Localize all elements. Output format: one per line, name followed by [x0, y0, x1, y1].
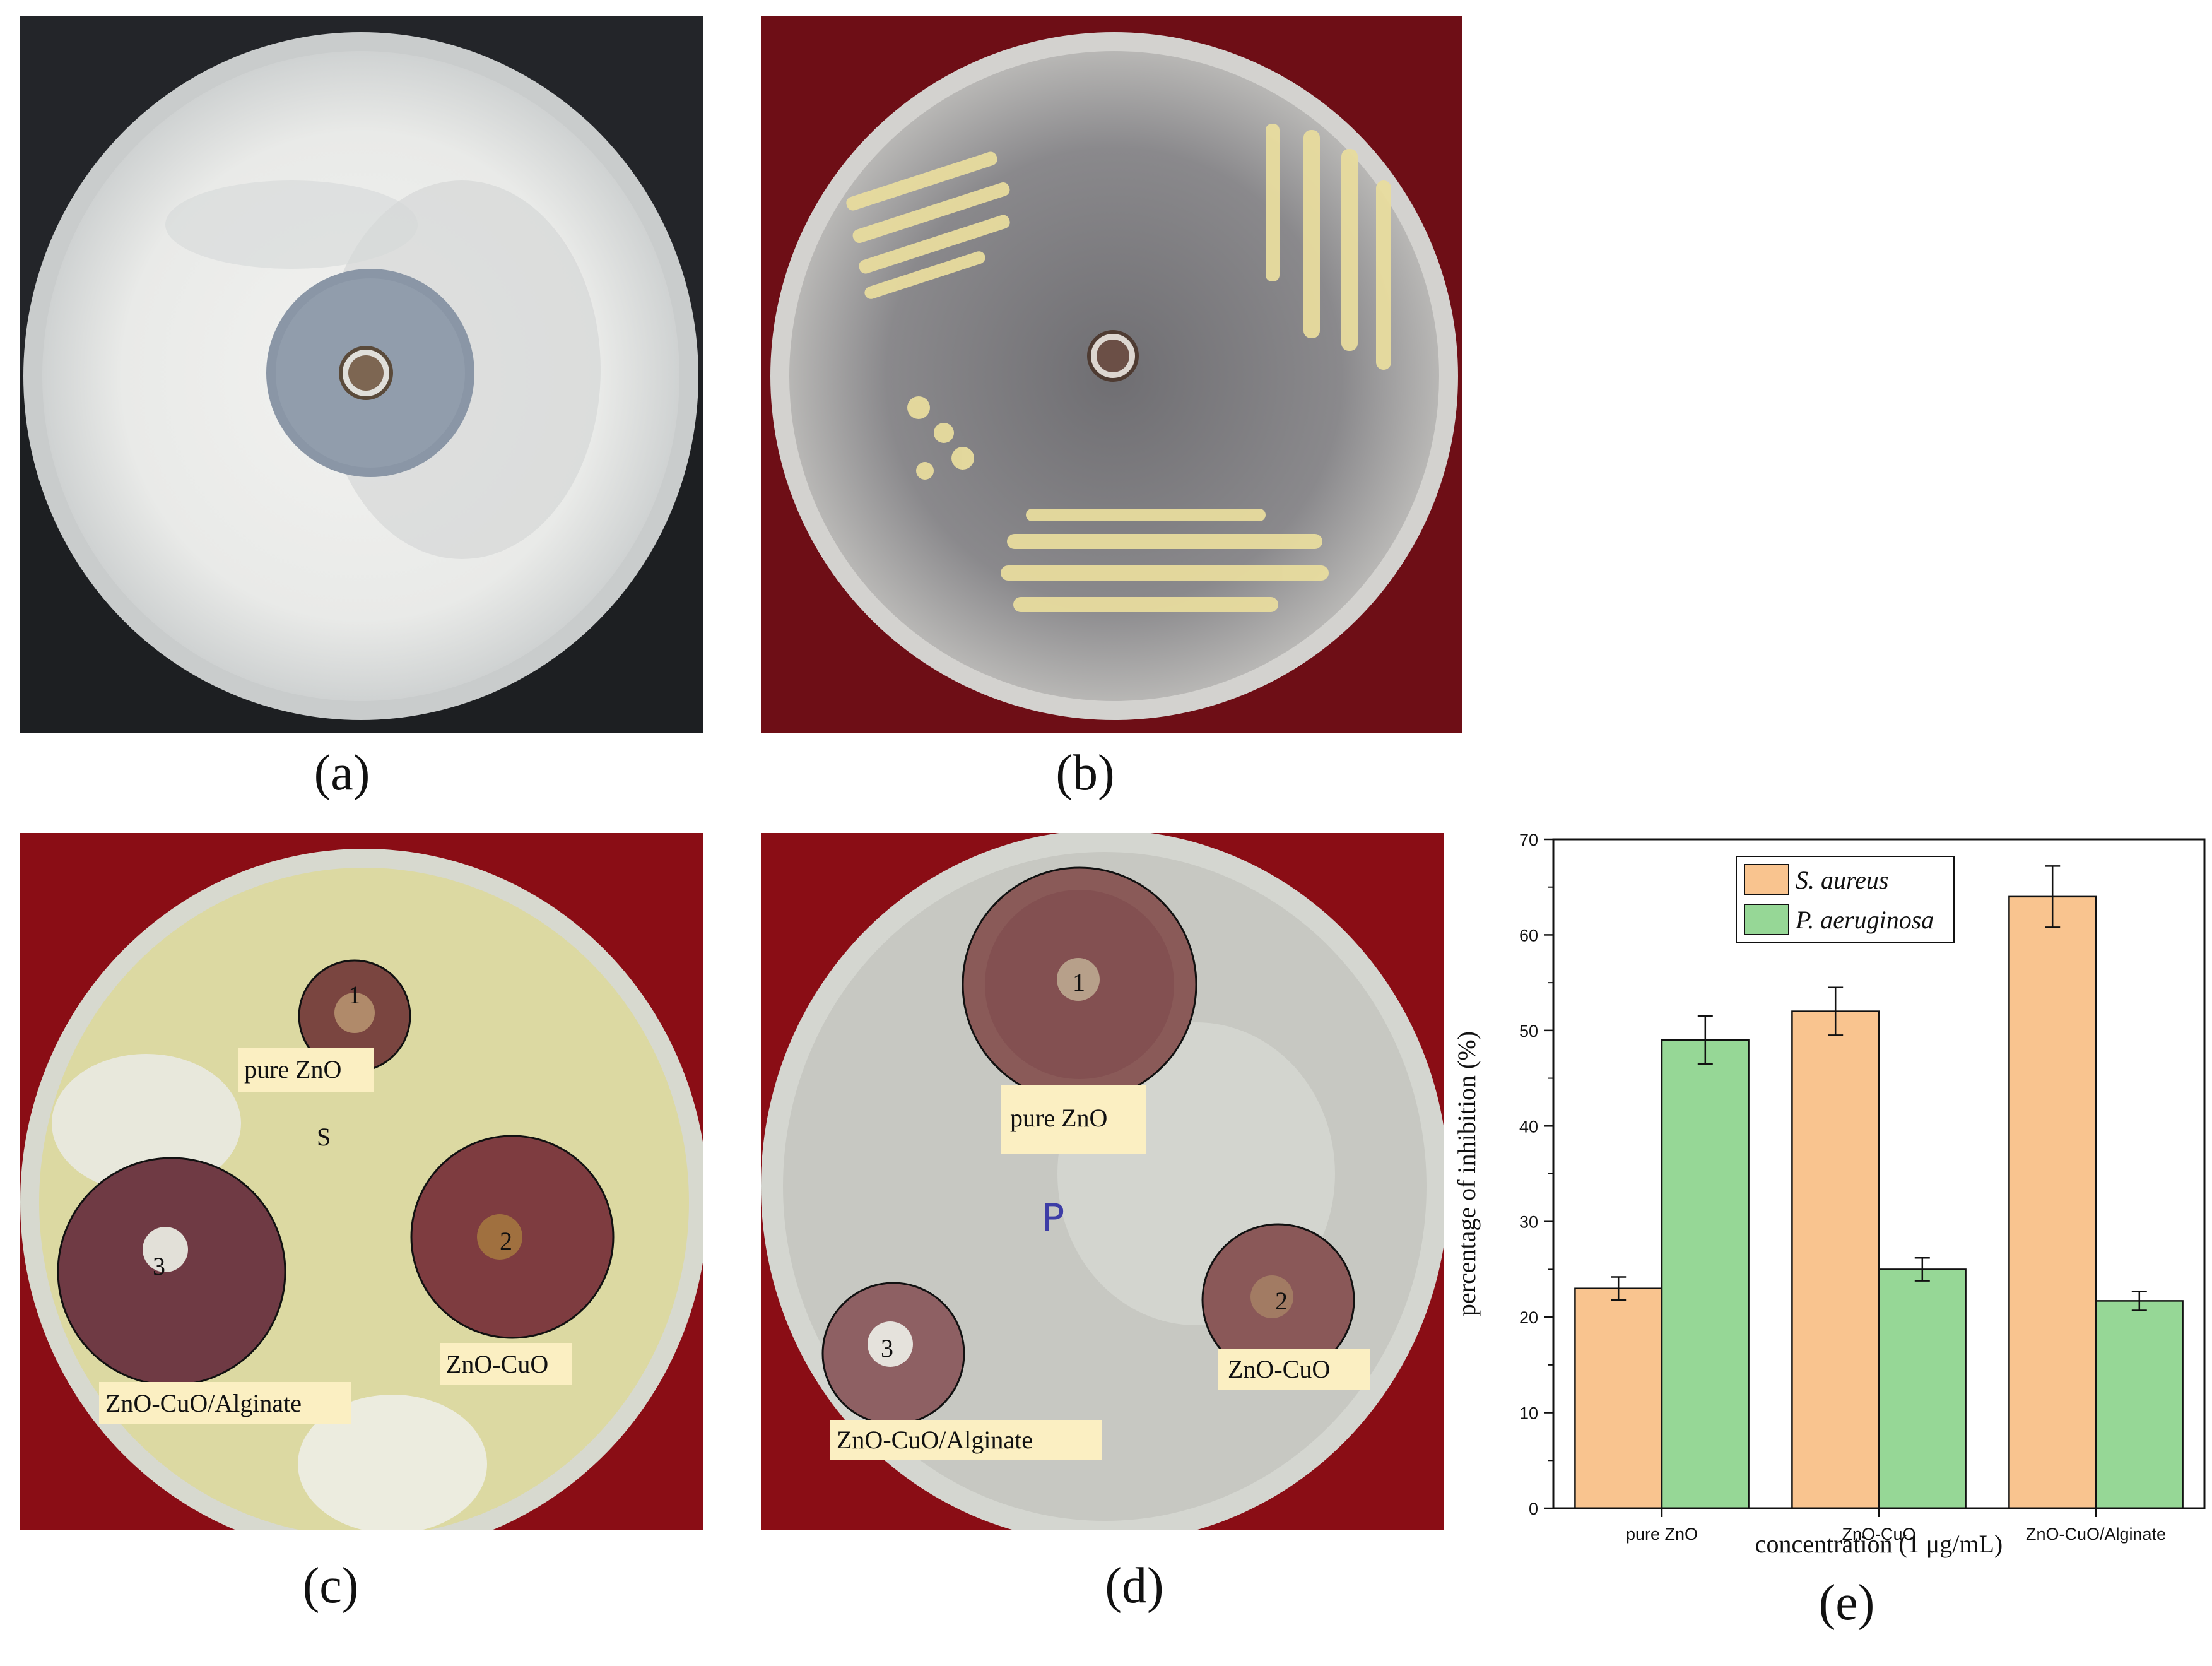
bar-s-aureus-zno-cuo-alginate — [2008, 895, 2097, 1509]
legend-swatch-s-aureus — [1744, 864, 1789, 895]
plate-c-label-zno-cuo-alginate: ZnO-CuO/Alginate — [105, 1389, 302, 1417]
plate-d-well-mark-1: 1 — [1073, 968, 1085, 996]
x-tick-label-zno-cuo-alginate: ZnO-CuO/Alginate — [2026, 1525, 2166, 1544]
y-tick-label-30: 30 — [1519, 1213, 1538, 1232]
bar-s-aureus-zno-cuo — [1791, 1010, 1880, 1509]
error-bar-s-aureus-pure-zno — [1611, 1276, 1627, 1301]
error-bar-s-aureus-zno-cuo — [1828, 986, 1844, 1036]
caption-c: (c) — [302, 1558, 359, 1614]
plate-d-well-mark-3: 3 — [881, 1334, 893, 1362]
photo-plate-b — [761, 16, 1462, 733]
error-bar-p-aeruginosa-pure-zno — [1697, 1015, 1713, 1065]
plate-d-mark: P — [1042, 1196, 1064, 1240]
y-axis-title: percentage of inhibition (%) — [1452, 1031, 1481, 1316]
plate-c-well-mark-2: 2 — [500, 1227, 512, 1255]
y-tick-label-10: 10 — [1519, 1404, 1538, 1423]
photo-plate-a — [20, 16, 703, 733]
plate-d-label-zno-cuo: ZnO-CuO — [1228, 1355, 1330, 1383]
legend-label-p-aeruginosa: P. aeruginosa — [1795, 906, 1934, 934]
inhibition-chart: 0 10 20 30 40 50 60 70 pure ZnO ZnO-CuO ZnO-CuO/A… — [1445, 814, 2212, 1584]
plate-d-well-mark-2: 2 — [1275, 1287, 1288, 1315]
caption-d: (d) — [1105, 1558, 1164, 1614]
plate-c-well-mark-1: 1 — [348, 981, 361, 1009]
legend-label-s-aureus: S. aureus — [1796, 866, 1888, 894]
bar-p-aeruginosa-pure-zno — [1661, 1039, 1750, 1509]
caption-a: (a) — [314, 745, 370, 801]
error-bar-p-aeruginosa-zno-cuo-alginate — [2131, 1291, 2147, 1311]
x-tick-label-zno-cuo: ZnO-CuO — [1842, 1525, 1915, 1544]
plate-c-label-pure-zno: pure ZnO — [244, 1055, 341, 1084]
photo-plate-d: 1 2 3 P pure ZnO ZnO-CuO ZnO-CuO/Alginat… — [761, 833, 1444, 1530]
plate-c-mark: S — [317, 1123, 331, 1151]
caption-b: (b) — [1056, 745, 1115, 801]
bar-p-aeruginosa-zno-cuo-alginate — [2095, 1300, 2184, 1509]
photo-plate-c: 1 2 3 S pure ZnO ZnO-CuO ZnO-CuO/Alginat… — [20, 833, 703, 1530]
y-tick-label-70: 70 — [1519, 830, 1538, 849]
plate-b-streaks — [846, 124, 1391, 612]
bar-s-aureus-pure-zno — [1574, 1287, 1663, 1509]
inhibition-chart-svg: 0 10 20 30 40 50 60 70 pure ZnO ZnO-CuO ZnO-CuO/A… — [1452, 830, 2206, 1558]
x-axis-title: concentration (1 μg/mL) — [1755, 1530, 2003, 1558]
error-bar-p-aeruginosa-zno-cuo — [1914, 1257, 1930, 1282]
caption-e: (e) — [1818, 1575, 1875, 1631]
y-tick-label-60: 60 — [1519, 926, 1538, 945]
bar-p-aeruginosa-zno-cuo — [1878, 1268, 1967, 1509]
plate-c-zone-3 — [57, 1157, 286, 1386]
plate-c-label-zno-cuo: ZnO-CuO — [446, 1350, 548, 1378]
y-tick-label-20: 20 — [1519, 1308, 1538, 1327]
error-bar-s-aureus-zno-cuo-alginate — [2045, 865, 2061, 928]
plate-d-label-pure-zno: pure ZnO — [1010, 1104, 1107, 1132]
y-tick-label-40: 40 — [1519, 1117, 1538, 1136]
plate-c-well-mark-3: 3 — [153, 1252, 165, 1280]
y-tick-label-50: 50 — [1519, 1022, 1538, 1041]
chart-legend: S. aureus P. aeruginosa — [1736, 856, 1955, 943]
x-tick-label-pure-zno: pure ZnO — [1626, 1525, 1698, 1544]
plate-d-label-zno-cuo-alginate: ZnO-CuO/Alginate — [837, 1426, 1033, 1454]
legend-swatch-p-aeruginosa — [1744, 904, 1789, 935]
y-tick-label-0: 0 — [1529, 1499, 1538, 1518]
